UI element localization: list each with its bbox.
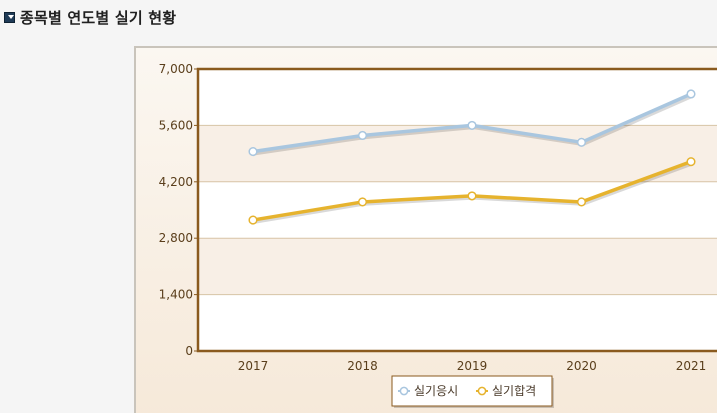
- data-point[interactable]: [248, 215, 258, 225]
- data-point[interactable]: [467, 191, 477, 201]
- y-tick-label: 5,600: [159, 118, 193, 132]
- section-title: 종목별 연도별 실기 현황: [20, 8, 177, 27]
- y-tick-label: 1,400: [159, 288, 193, 302]
- x-tick-label: 2021: [676, 359, 707, 373]
- legend-swatch-marker: [477, 386, 487, 396]
- data-point[interactable]: [248, 147, 258, 157]
- legend-label[interactable]: 실기응시: [414, 384, 458, 398]
- x-tick-label: 2020: [566, 359, 597, 373]
- data-point[interactable]: [467, 120, 477, 130]
- data-point[interactable]: [576, 137, 587, 147]
- y-tick-label: 7,000: [159, 62, 193, 76]
- legend-swatch-marker: [399, 386, 409, 396]
- y-tick-label: 2,800: [159, 231, 193, 245]
- x-tick-label: 2018: [347, 359, 378, 373]
- download-arrow-icon: [4, 11, 15, 23]
- plot-band: [198, 181, 717, 239]
- data-point[interactable]: [357, 130, 368, 141]
- data-point[interactable]: [686, 89, 696, 99]
- plot-band: [198, 238, 717, 295]
- legend-label[interactable]: 실기합격: [492, 384, 536, 398]
- data-point[interactable]: [576, 197, 587, 207]
- plot-band: [198, 294, 717, 351]
- x-tick-label: 2017: [238, 359, 269, 373]
- y-tick-label: 4,200: [159, 175, 193, 189]
- section-header: 종목별 연도별 실기 현황: [4, 6, 176, 28]
- plot-band: [198, 69, 717, 126]
- line-chart: 0 1,400 2,800 4,200 5,600 7,000 2017 2018 2019 2…: [159, 62, 717, 408]
- data-point[interactable]: [686, 157, 696, 167]
- chart-panel: 0 1,400 2,800 4,200 5,600 7,000 2017 2018 2019 2…: [134, 46, 717, 413]
- data-point[interactable]: [357, 197, 368, 207]
- y-tick-label: 0: [185, 344, 193, 358]
- plot-band: [198, 125, 717, 182]
- legend-box: [391, 375, 553, 407]
- plot-border: [196, 67, 717, 353]
- x-tick-label: 2019: [457, 359, 488, 373]
